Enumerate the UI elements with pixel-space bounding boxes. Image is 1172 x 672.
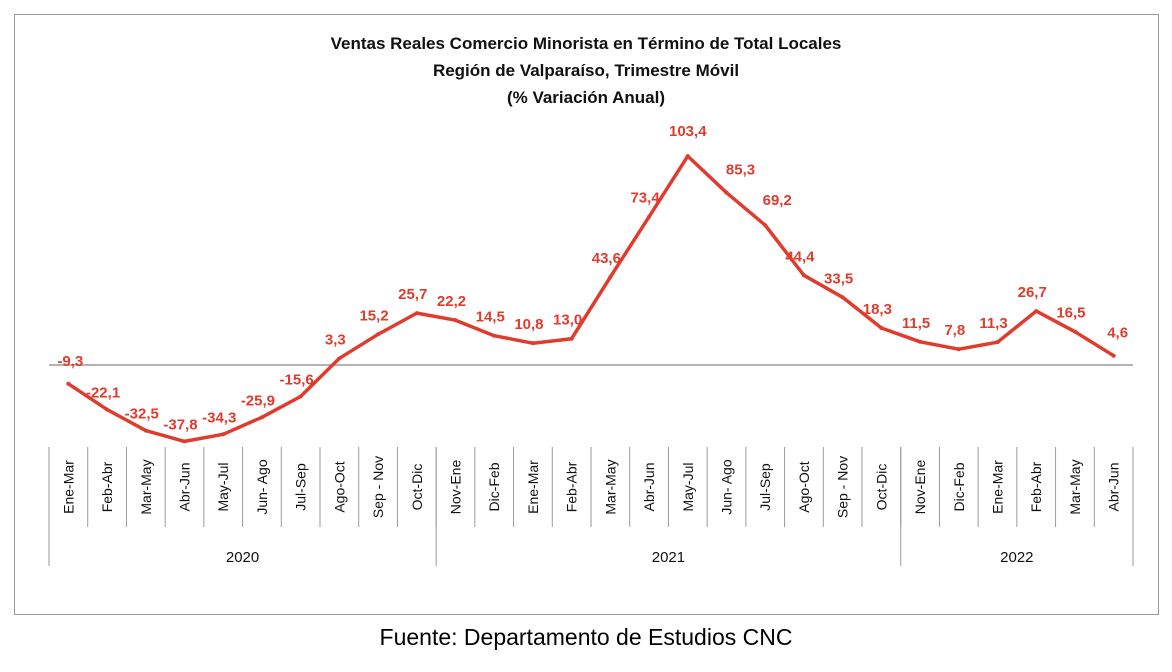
x-tick-label: Ene-Mar [990,460,1006,514]
x-tick-label: Sep - Nov [370,456,386,518]
data-label: 16,5 [1056,305,1085,322]
x-tick-label: Ago-Oct [796,461,812,512]
data-label: -22,1 [86,385,120,402]
data-label: 11,5 [902,315,930,332]
data-point [530,341,535,346]
data-label: 73,4 [630,190,660,207]
x-tick-label: Abr-Jun [641,462,657,511]
data-label: 7,8 [944,322,965,339]
data-label: 13,0 [553,312,582,329]
x-tick-label: Jun- Ago [254,459,270,514]
x-tick-label: Oct-Dic [409,464,425,511]
data-label: 14,5 [476,309,505,326]
data-point [918,339,923,344]
data-point [143,428,148,433]
data-label: 44,4 [785,248,815,265]
data-label: 33,5 [824,270,853,287]
data-point [414,311,419,316]
data-point [685,154,690,159]
x-tick-label: Jul-Sep [757,463,773,511]
x-tick-label: Feb-Abr [1028,461,1044,512]
data-label: 43,6 [592,250,621,267]
data-point [647,214,652,219]
x-tick-label: Nov-Ene [448,460,464,515]
chart-frame [14,14,1159,615]
x-tick-label: Feb-Abr [564,461,580,512]
data-label: 85,3 [726,162,755,179]
data-label: 26,7 [1018,284,1047,301]
data-label: -9,3 [57,353,83,370]
x-tick-label: Dic-Feb [951,462,967,511]
data-point [608,274,613,279]
data-point [298,394,303,399]
data-label: -34,3 [202,409,236,426]
data-point [801,273,806,278]
chart-title-line-1: Ventas Reales Comercio Minorista en Térm… [330,34,842,53]
year-group-label: 2020 [226,549,259,566]
x-tick-label: Ene-Mar [60,460,76,514]
data-point [840,295,845,300]
data-point [182,439,187,444]
data-label: 69,2 [763,192,792,209]
x-tick-label: Abr-Jun [1106,462,1122,511]
data-label: -32,5 [125,406,159,423]
x-tick-label: Mar-May [602,459,618,514]
x-tick-label: Ago-Oct [331,461,347,512]
chart-title-line-2: Región de Valparaíso, Trimestre Móvil [432,61,740,80]
data-point [1111,353,1116,358]
x-tick-label: Abr-Jun [177,462,193,511]
data-point [376,332,381,337]
data-point [337,356,342,361]
data-label: 22,2 [437,293,466,310]
x-tick-label: Sep - Nov [835,456,851,518]
data-point [763,223,768,228]
x-tick-label: May-Jul [215,462,231,511]
data-label: 103,4 [669,123,707,140]
x-tick-label: Nov-Ene [912,460,928,515]
series-line [66,154,1116,444]
data-label: -37,8 [163,416,197,433]
data-point [995,340,1000,345]
x-tick-label: Oct-Dic [873,464,889,511]
data-point [956,347,961,352]
x-tick-label: Dic-Feb [486,462,502,511]
data-point [569,336,574,341]
x-tick-label: Ene-Mar [525,460,541,514]
data-point [1072,329,1077,334]
data-point [1034,309,1039,314]
data-point [221,432,226,437]
data-label: 10,8 [514,316,543,333]
data-label: -15,6 [280,372,314,389]
x-tick-label: Mar-May [138,459,154,514]
data-label: 25,7 [398,286,427,303]
year-group-label: 2021 [652,549,685,566]
source-caption: Fuente: Departamento de Estudios CNC [379,624,793,650]
data-point [879,326,884,331]
data-point [105,407,110,412]
data-label: 18,3 [863,301,892,318]
x-tick-label: Jul-Sep [293,463,309,511]
x-tick-label: Feb-Abr [99,461,115,512]
data-label: 15,2 [359,307,388,324]
x-tick-label: Jun- Ago [719,459,735,514]
chart-title-line-3: (% Variación Anual) [506,88,666,107]
data-point [724,190,729,195]
data-label: 3,3 [325,331,346,348]
data-point [453,318,458,323]
year-group-label: 2022 [1000,549,1033,566]
data-label: 11,3 [979,315,1007,332]
data-label: -25,9 [241,392,275,409]
data-label: 4,6 [1107,325,1128,342]
data-point [259,415,264,420]
data-point [66,381,71,386]
x-tick-label: May-Jul [680,462,696,511]
data-point [492,333,497,338]
x-tick-label: Mar-May [1067,459,1083,514]
